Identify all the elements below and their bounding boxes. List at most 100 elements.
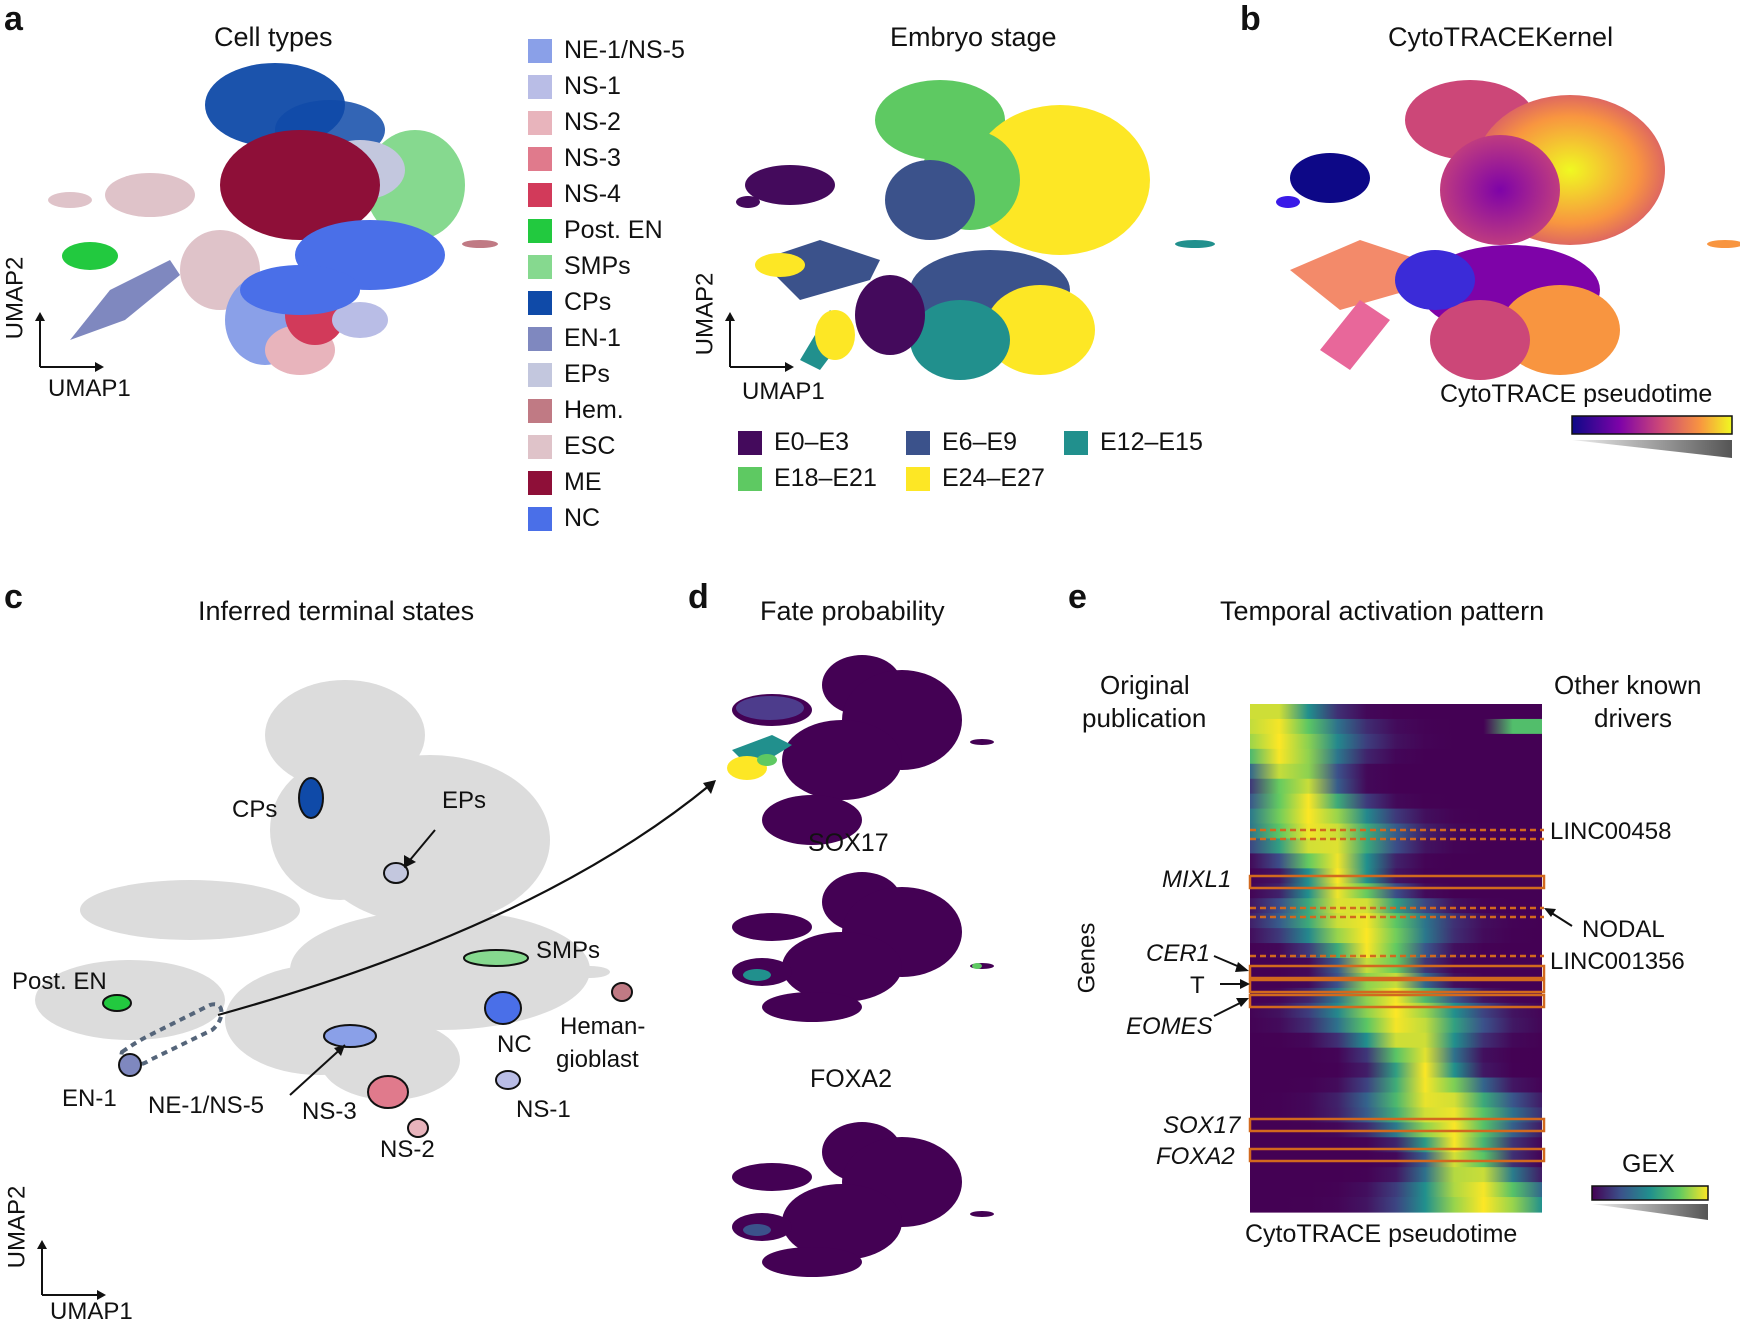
legend-label: EN-1 <box>564 324 621 352</box>
legend-label: NC <box>564 504 601 532</box>
gene-sox17: SOX17 <box>1163 1112 1241 1139</box>
heatmap-x-label: CytoTRACE pseudotime <box>1245 1220 1518 1248</box>
legend-swatch <box>528 75 552 100</box>
label-ns2: NS-2 <box>380 1136 435 1163</box>
left-header-1: Original <box>1100 670 1190 700</box>
legend-label: NS-3 <box>564 144 621 172</box>
axis-y-label-a1: UMAP2 <box>1 256 29 340</box>
legend-item-cell-type: CPs <box>528 288 611 317</box>
legend-swatch <box>528 435 552 460</box>
legend-item-stage: E18–E21 <box>738 464 877 493</box>
panel-letter-a: a <box>4 0 23 38</box>
legend-item-cell-type: NS-3 <box>528 144 621 173</box>
legend-swatch <box>906 467 930 492</box>
gene-t: T <box>1190 972 1205 999</box>
panel-letter-b: b <box>1240 0 1261 38</box>
axis-arrows-a2 <box>725 312 794 372</box>
label-cps: CPs <box>232 796 278 823</box>
cytotrace-colorbar <box>1571 415 1733 458</box>
heatmap-highlights <box>1248 828 1546 1163</box>
legend-label: E12–E15 <box>1100 428 1203 456</box>
legend-item-stage: E12–E15 <box>1064 428 1203 457</box>
legend-label: ESC <box>564 432 616 460</box>
cell-types-umap <box>48 63 498 375</box>
legend-item-cell-type: ME <box>528 468 602 497</box>
gene-eomes: EOMES <box>1126 1013 1213 1040</box>
legend-swatch <box>528 219 552 244</box>
heatmap-row <box>1250 748 1542 765</box>
left-header-2: publication <box>1082 703 1207 733</box>
legend-item-stage: E0–E3 <box>738 428 849 457</box>
panel-letter-e: e <box>1068 578 1087 616</box>
right-header-2: drivers <box>1594 703 1673 733</box>
heatmap-row <box>1250 1047 1542 1064</box>
gex-colorbar <box>1591 1185 1709 1220</box>
axis-arrows-c <box>37 1240 106 1300</box>
heatmap-row <box>1250 928 1542 944</box>
panel-letter-d: d <box>688 578 709 616</box>
legend-item-cell-type: NS-2 <box>528 108 621 137</box>
legend-swatch <box>528 183 552 208</box>
legend-label: SMPs <box>564 252 631 280</box>
legend-item-cell-type: Hem. <box>528 396 624 425</box>
legend-label: NS-2 <box>564 108 621 136</box>
legend-swatch <box>528 291 552 316</box>
legend-item-cell-type: SMPs <box>528 252 631 281</box>
label-ns3: NS-3 <box>302 1098 357 1125</box>
gene-linc00458: LINC00458 <box>1550 818 1672 845</box>
heatmap-row <box>1250 943 1542 959</box>
cytotrace-umap <box>1276 80 1740 380</box>
legend-label: E0–E3 <box>774 428 850 456</box>
heatmap-row <box>1250 704 1542 720</box>
sox17-umap <box>732 872 994 1022</box>
legend-label: Post. EN <box>564 216 663 244</box>
gene-arrow-nodal <box>1544 908 1573 927</box>
label-ne1-ns5: NE-1/NS-5 <box>148 1092 265 1119</box>
fate-probability-title: Fate probability <box>760 596 945 626</box>
gex-colorbar-label: GEX <box>1622 1150 1675 1178</box>
heatmap-row <box>1250 1062 1542 1079</box>
cytotrace-colorbar-label: CytoTRACE pseudotime <box>1440 380 1713 408</box>
heatmap-row <box>1250 718 1542 735</box>
terminal-states-umap <box>35 680 716 1138</box>
legend-swatch <box>738 431 762 456</box>
legend-swatch <box>528 147 552 172</box>
gene-cer1: CER1 <box>1146 940 1211 967</box>
cell-types-title: Cell types <box>214 22 333 52</box>
legend-label: EPs <box>564 360 610 388</box>
legend-item-cell-type: NS-1 <box>528 72 621 101</box>
gene-linc001356: LINC001356 <box>1550 948 1685 975</box>
cytotrace-kernel-title: CytoTRACEKernel <box>1388 22 1614 52</box>
label-en1: EN-1 <box>62 1085 117 1112</box>
legend-item-cell-type: NS-4 <box>528 180 621 209</box>
label-eps: EPs <box>442 787 487 814</box>
legend-item-cell-type: Post. EN <box>528 216 663 245</box>
label-post-en: Post. EN <box>12 968 107 995</box>
legend-label: ME <box>564 468 602 496</box>
legend-swatch <box>528 39 552 64</box>
heatmap-row <box>1250 1197 1542 1213</box>
heatmap-row <box>1250 1092 1542 1109</box>
axis-y-label-a2: UMAP2 <box>691 272 719 356</box>
label-nc: NC <box>497 1031 532 1058</box>
legend-swatch <box>528 327 552 352</box>
heatmap-row <box>1250 808 1542 825</box>
legend-swatch <box>1064 431 1088 456</box>
legend-label: E24–E27 <box>942 464 1045 492</box>
heatmap-row <box>1250 1167 1542 1183</box>
legend-label: NE-1/NS-5 <box>564 36 685 64</box>
legend-swatch <box>528 399 552 424</box>
axis-x-label-a2: UMAP1 <box>742 378 825 405</box>
panel-letter-c: c <box>4 578 23 616</box>
label-smps: SMPs <box>536 937 601 964</box>
gene-nodal: NODAL <box>1582 916 1665 943</box>
legend-item-stage: E24–E27 <box>906 464 1045 493</box>
legend-label: NS-1 <box>564 72 621 100</box>
axis-x-label-c: UMAP1 <box>50 1298 133 1325</box>
legend-swatch <box>906 431 930 456</box>
heatmap-row <box>1250 898 1542 914</box>
label-hemangioblast-1: Heman- <box>560 1013 646 1040</box>
legend-item-cell-type: NC <box>528 504 600 533</box>
legend-item-cell-type: EN-1 <box>528 324 621 353</box>
heatmap-row <box>1250 838 1542 855</box>
